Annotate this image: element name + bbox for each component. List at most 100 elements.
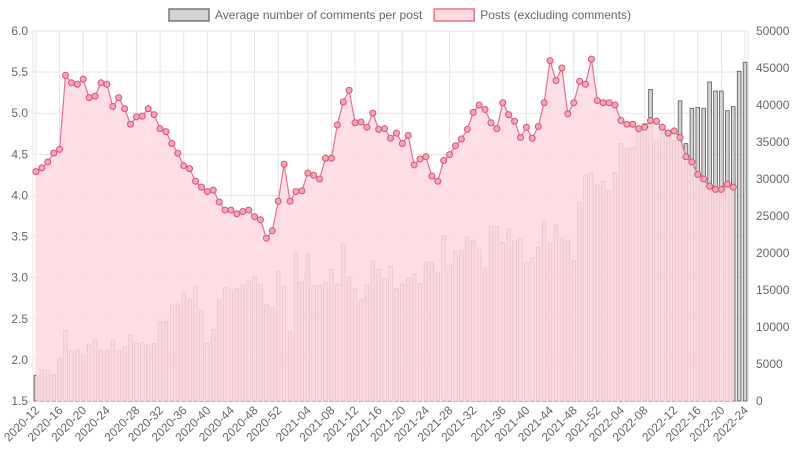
data-point [446, 151, 454, 159]
data-point [381, 125, 389, 133]
data-point [369, 109, 377, 117]
data-point [463, 125, 471, 133]
data-point [688, 158, 696, 166]
data-point [664, 129, 672, 137]
data-point [363, 123, 371, 131]
data-point [38, 164, 46, 172]
data-point [457, 135, 465, 143]
data-point [127, 120, 134, 128]
data-point [487, 119, 495, 127]
left-tick-label: 2.0 [11, 353, 28, 367]
data-point [97, 79, 105, 87]
data-point [56, 145, 64, 153]
data-point [180, 162, 188, 170]
data-point [392, 129, 400, 137]
left-axis: 1.5 2.0 2.5 3.0 3.5 4.0 4.5 5.0 5.5 6.0 [11, 24, 28, 408]
right-tick-label: 25000 [756, 209, 790, 223]
right-tick-label: 30000 [756, 172, 790, 186]
data-point [138, 112, 146, 120]
data-point [304, 169, 312, 177]
data-point [73, 80, 81, 88]
data-point [327, 154, 335, 162]
data-point [357, 118, 365, 126]
left-tick-label: 2.5 [11, 312, 28, 326]
data-point [540, 99, 548, 107]
legend-item-posts[interactable]: Posts (excluding comments) [433, 8, 631, 22]
data-point [251, 213, 259, 221]
data-point [262, 234, 270, 242]
data-point [404, 131, 412, 139]
data-point [292, 188, 300, 196]
data-point [676, 134, 684, 142]
data-point [694, 171, 702, 179]
data-point [310, 171, 318, 179]
data-point [576, 77, 584, 85]
data-point [186, 165, 194, 173]
data-point [168, 139, 176, 147]
data-point [121, 105, 129, 113]
data-point [582, 80, 589, 88]
data-point [712, 185, 719, 193]
data-point [629, 120, 637, 128]
data-point [599, 99, 607, 107]
legend-swatch [168, 8, 210, 22]
x-axis: 2020-122020-162020-202020-242020-282020-… [1, 403, 751, 444]
data-point [505, 111, 513, 119]
data-point [534, 122, 542, 130]
data-point [150, 111, 158, 119]
legend[interactable]: Average number of comments per post Posts… [168, 8, 631, 22]
data-point [91, 92, 99, 100]
data-point [257, 216, 264, 224]
data-point [203, 188, 211, 196]
data-point [511, 117, 519, 125]
data-point [647, 117, 654, 125]
data-point [233, 210, 241, 218]
data-point [316, 175, 324, 183]
data-point [641, 123, 649, 131]
left-tick-label: 3.5 [11, 230, 28, 244]
left-tick-label: 5.5 [11, 65, 28, 79]
data-point [192, 177, 199, 185]
data-point [410, 161, 418, 169]
data-point [658, 123, 666, 131]
data-point [156, 125, 164, 133]
right-tick-label: 10000 [756, 320, 790, 334]
data-point [62, 71, 69, 79]
data-point [440, 157, 448, 164]
data-point [652, 117, 660, 125]
data-point [700, 175, 708, 183]
data-point [558, 64, 566, 72]
right-tick-label: 35000 [756, 135, 790, 149]
data-point [517, 134, 524, 142]
data-point [522, 123, 530, 131]
data-point [570, 99, 578, 107]
left-tick-label: 6.0 [11, 24, 28, 38]
data-point [209, 186, 217, 194]
data-point [617, 117, 625, 125]
left-tick-label: 4.5 [11, 147, 28, 161]
data-point [221, 206, 229, 214]
legend-item-comments[interactable]: Average number of comments per post [168, 8, 423, 22]
right-tick-label: 15000 [756, 283, 790, 297]
data-point [345, 86, 353, 94]
data-point [635, 125, 643, 133]
data-point [682, 153, 690, 161]
data-point [499, 99, 507, 107]
data-point [109, 102, 117, 110]
data-point [115, 94, 123, 102]
left-tick-label: 4.0 [11, 188, 28, 202]
area-points [32, 55, 737, 242]
data-point [239, 208, 247, 216]
left-tick-label: 5.0 [11, 106, 28, 120]
area-fill [35, 59, 734, 402]
data-point [32, 168, 40, 176]
legend-swatch [433, 8, 475, 22]
data-point [723, 180, 731, 188]
data-point [44, 158, 52, 166]
right-tick-label: 5000 [756, 357, 783, 371]
data-point [298, 187, 306, 195]
data-point [387, 134, 394, 142]
data-point [546, 57, 554, 65]
left-tick-label: 3.0 [11, 271, 28, 285]
area-series [35, 58, 734, 402]
